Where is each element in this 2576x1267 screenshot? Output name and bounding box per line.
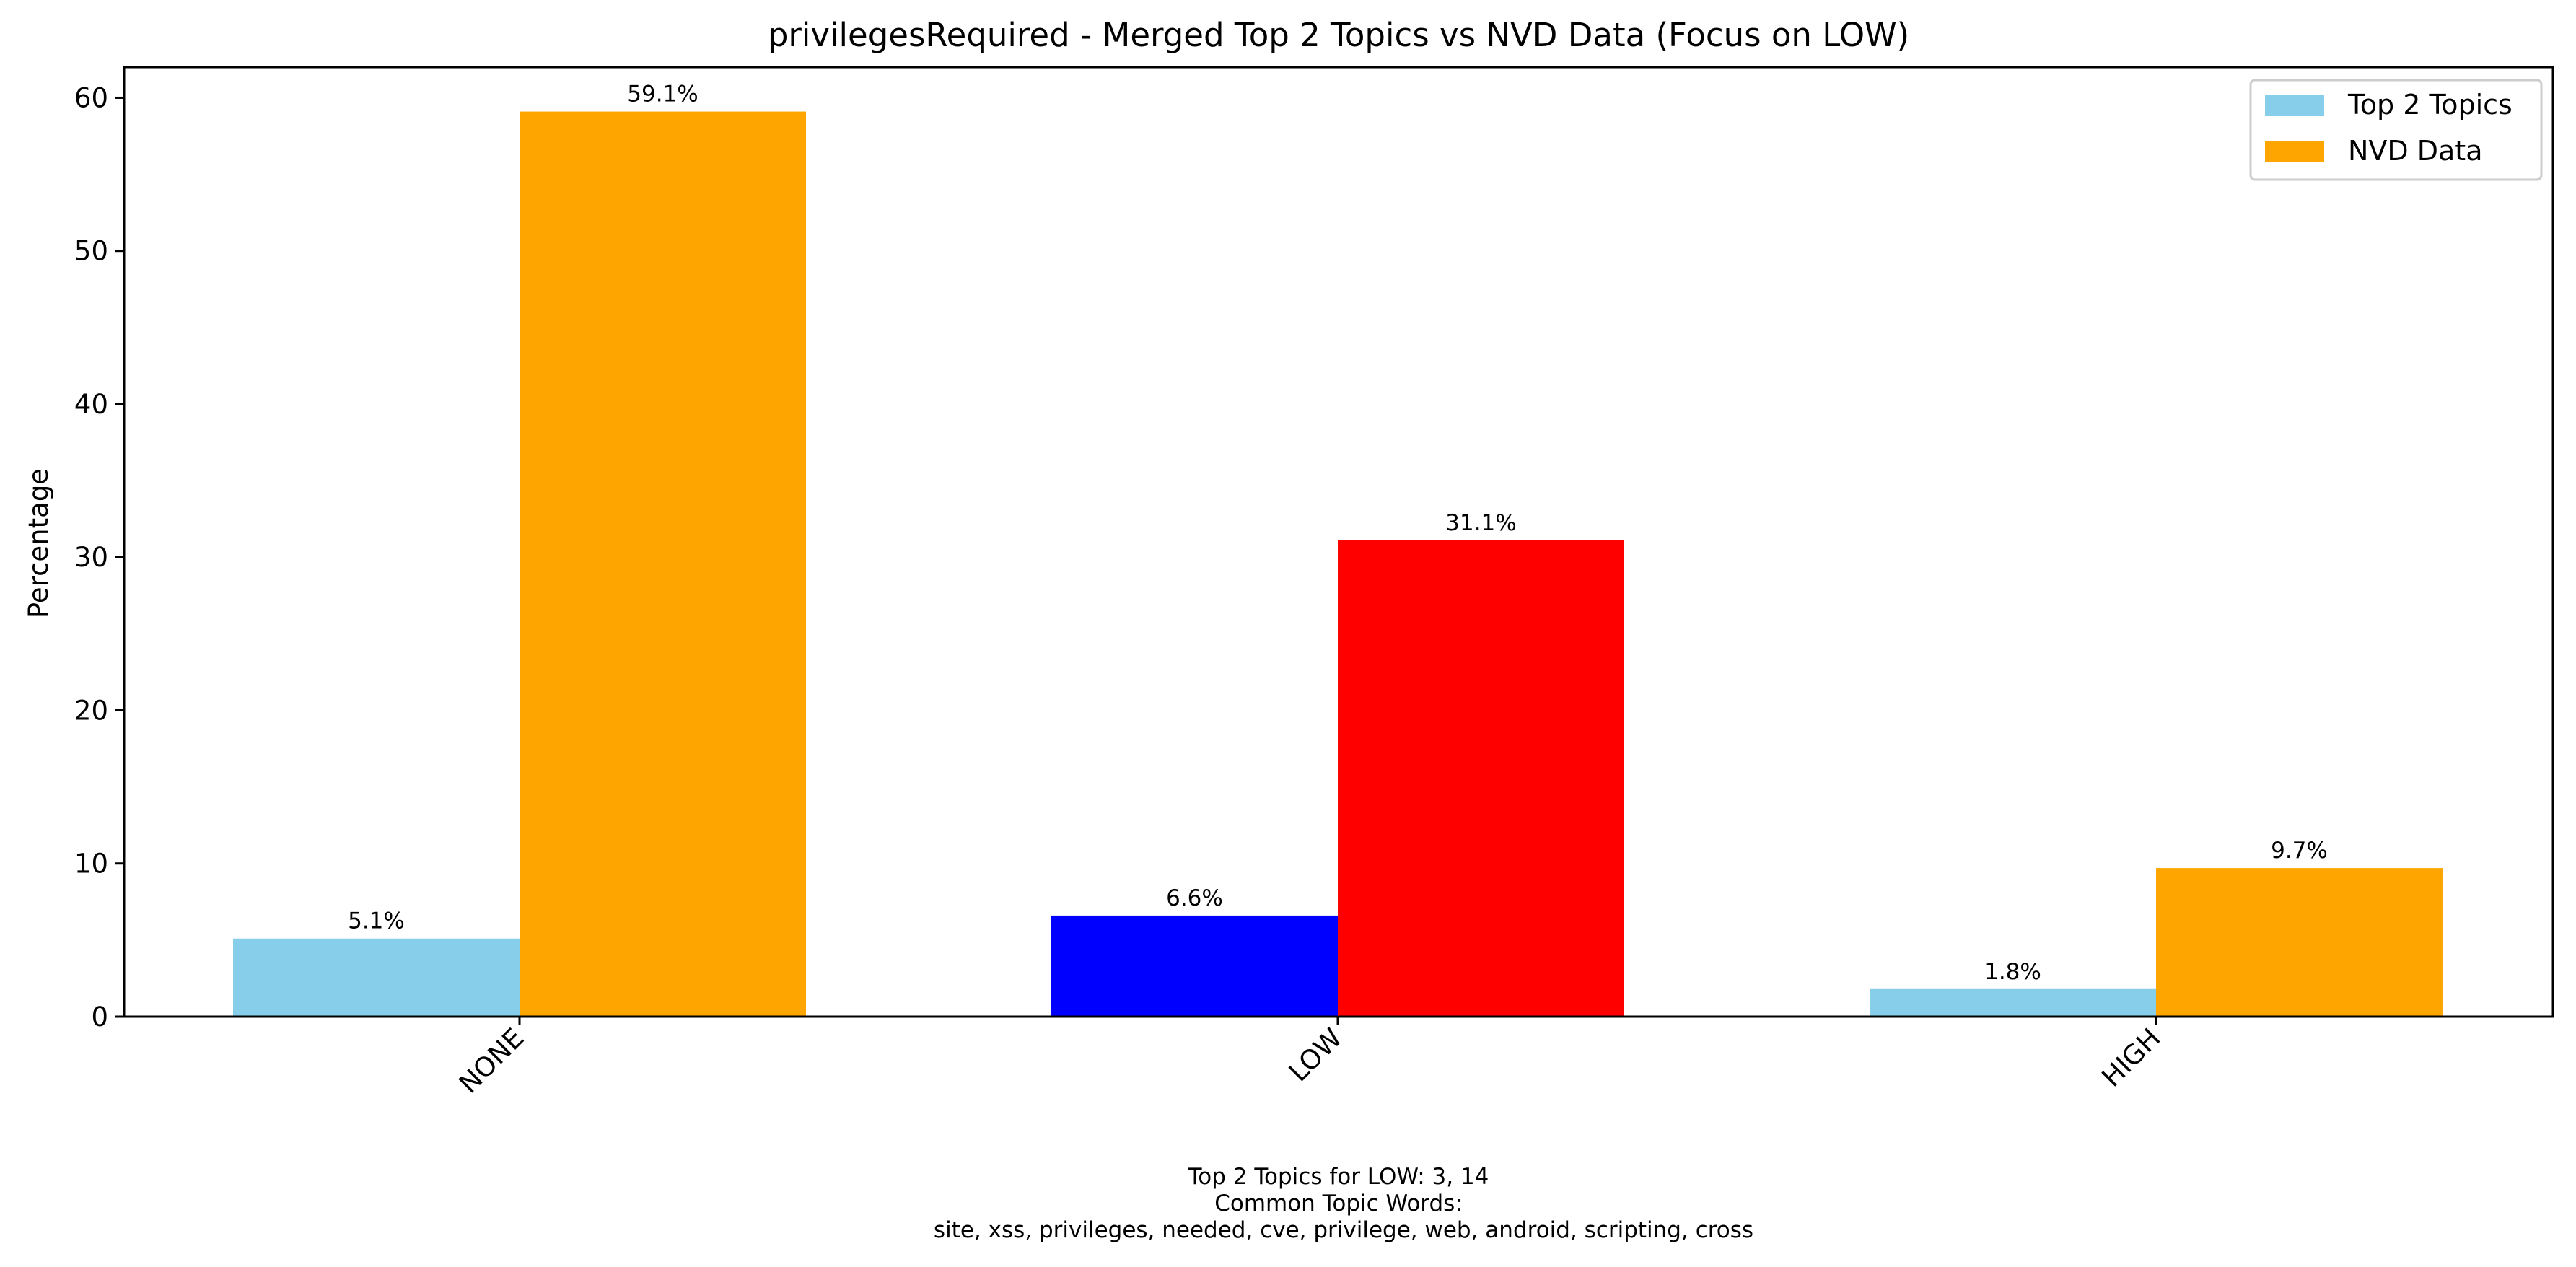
legend-label: Top 2 Topics <box>2347 89 2513 120</box>
legend-swatch <box>2265 95 2324 116</box>
footnote: Top 2 Topics for LOW: 3, 14 Common Topic… <box>934 1164 1753 1243</box>
legend-label: NVD Data <box>2348 135 2483 167</box>
y-tick-label: 0 <box>91 1001 108 1033</box>
y-axis-label: Percentage <box>23 468 54 618</box>
y-tick-label: 20 <box>74 695 108 726</box>
footnote-line: Top 2 Topics for LOW: 3, 14 <box>1188 1164 1489 1190</box>
bar-value-label: 9.7% <box>2271 838 2328 864</box>
x-axis: NONE LOW HIGH <box>453 1017 2167 1100</box>
y-tick-label: 60 <box>74 82 108 113</box>
y-tick-label: 10 <box>74 849 108 880</box>
bars-layer <box>233 111 2443 1017</box>
chart-title: privilegesRequired - Merged Top 2 Topics… <box>768 16 1909 54</box>
bar-high-series-1 <box>1870 988 2156 1017</box>
y-tick-label: 40 <box>74 389 108 420</box>
footnote-line: site, xss, privileges, needed, cve, priv… <box>934 1217 1753 1243</box>
bar-low-series-2 <box>1338 540 1624 1017</box>
bar-value-label: 59.1% <box>627 82 698 108</box>
bar-value-label: 1.8% <box>1984 959 2041 985</box>
bar-high-series-2 <box>2156 868 2443 1017</box>
bar-value-label: 5.1% <box>348 908 405 934</box>
y-axis: 0 10 20 30 40 50 60 <box>74 82 124 1033</box>
bar-value-label: 6.6% <box>1166 885 1223 911</box>
y-tick-label: 50 <box>74 236 108 267</box>
x-tick-label: LOW <box>1283 1022 1349 1088</box>
bar-none-series-1 <box>233 938 520 1017</box>
legend-swatch <box>2265 141 2324 162</box>
footnote-line: Common Topic Words: <box>1214 1191 1463 1216</box>
bar-labels-layer: 5.1% 59.1% 6.6% 31.1% 1.8% 9.7% <box>348 82 2328 985</box>
x-tick-label: HIGH <box>2096 1022 2167 1093</box>
legend: Top 2 Topics NVD Data <box>2249 79 2543 181</box>
x-tick-label: NONE <box>453 1022 530 1100</box>
bar-none-series-2 <box>520 111 806 1017</box>
plot-frame <box>123 66 2554 1018</box>
y-tick-label: 30 <box>74 542 108 573</box>
bar-low-series-1 <box>1051 915 1338 1017</box>
bar-value-label: 31.1% <box>1445 510 1516 536</box>
